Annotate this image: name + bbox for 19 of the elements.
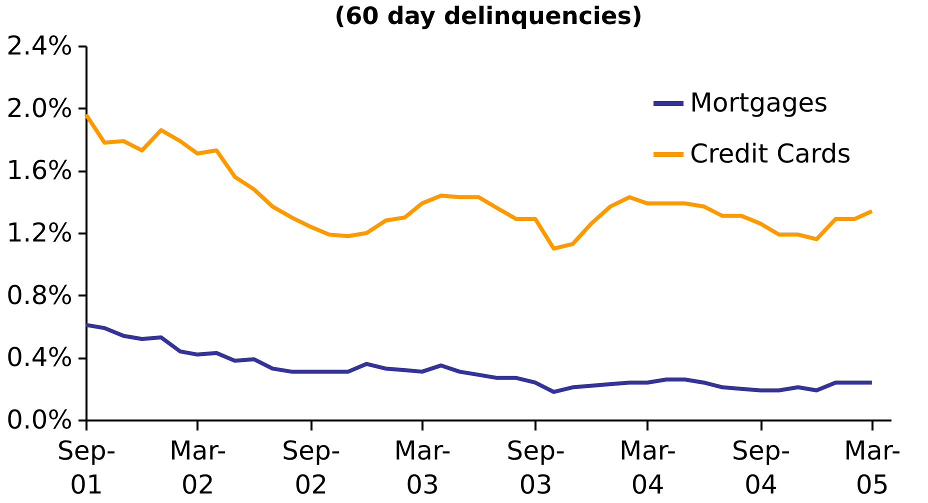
y-tick-label: 0.0%	[6, 406, 72, 436]
x-tick-label: Sep- 04	[732, 436, 790, 500]
y-tick-label: 0.8%	[6, 280, 72, 311]
chart-title: (60 day delinquencies)	[334, 2, 642, 30]
x-tick-label: Mar- 04	[619, 436, 676, 500]
y-tick-label: 2.0%	[6, 94, 72, 124]
x-tick-label: Sep- 02	[282, 436, 340, 500]
y-tick-label: 2.4%	[6, 32, 72, 62]
y-tick-label: 1.6%	[6, 156, 72, 186]
legend-label: Credit Cards	[690, 140, 851, 170]
line-series	[84, 322, 874, 394]
y-tick-label: 1.2%	[6, 218, 72, 248]
x-tick-label: Sep- 01	[57, 436, 116, 500]
x-tick-label: Mar- 03	[394, 436, 451, 500]
x-tick-label: Sep- 03	[506, 436, 565, 500]
y-tick-label: 0.4%	[6, 343, 72, 374]
x-tick-label: Mar- 02	[170, 436, 226, 500]
legend-label: Mortgages	[690, 88, 828, 118]
x-tick-label: Mar- 05	[844, 436, 901, 500]
